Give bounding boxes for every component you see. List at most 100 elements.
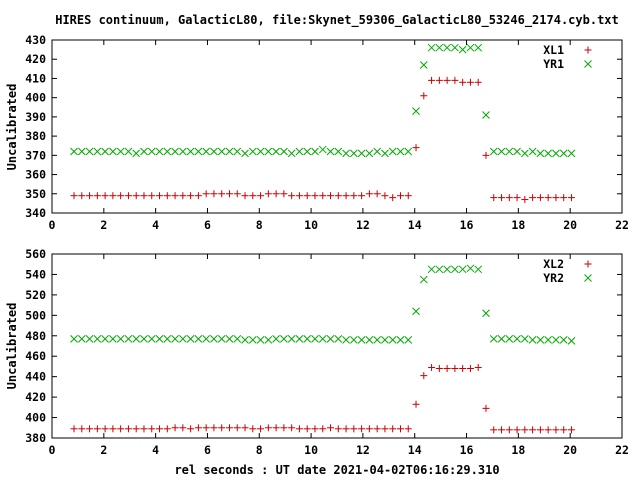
data-point bbox=[116, 147, 125, 156]
data-point bbox=[326, 334, 335, 343]
data-point bbox=[124, 425, 132, 433]
data-point bbox=[280, 190, 288, 198]
data-point bbox=[109, 334, 117, 343]
legend-label: YR1 bbox=[543, 57, 564, 71]
data-point bbox=[552, 426, 560, 434]
data-point bbox=[560, 194, 568, 202]
data-point bbox=[225, 334, 234, 343]
data-point bbox=[342, 336, 350, 344]
x-tick-label: 14 bbox=[408, 443, 422, 457]
data-point bbox=[466, 264, 475, 273]
data-point bbox=[116, 334, 125, 343]
data-point bbox=[155, 147, 164, 156]
data-point bbox=[497, 147, 506, 156]
y-tick-label: 480 bbox=[25, 329, 46, 343]
data-point bbox=[536, 426, 544, 434]
data-point bbox=[536, 149, 545, 158]
data-point bbox=[419, 61, 428, 69]
data-point bbox=[249, 192, 257, 200]
data-point bbox=[552, 149, 560, 158]
data-point bbox=[178, 334, 187, 343]
data-point bbox=[396, 192, 404, 200]
x-axis-label: rel seconds : UT date 2021-04-02T06:16:2… bbox=[174, 463, 499, 477]
y-tick-label: 460 bbox=[25, 349, 46, 363]
data-point bbox=[303, 425, 311, 433]
data-point bbox=[264, 190, 272, 198]
data-point bbox=[241, 336, 249, 344]
data-point bbox=[358, 425, 366, 433]
data-point bbox=[327, 192, 335, 200]
data-point bbox=[241, 149, 249, 158]
data-point bbox=[264, 336, 273, 344]
x-tick-label: 22 bbox=[615, 218, 629, 232]
y-tick-label: 500 bbox=[25, 308, 46, 322]
data-point bbox=[249, 425, 257, 433]
data-point bbox=[428, 363, 436, 371]
data-point bbox=[117, 425, 125, 433]
data-point bbox=[396, 336, 405, 344]
data-point bbox=[357, 336, 366, 344]
data-point bbox=[218, 424, 226, 432]
data-point bbox=[194, 424, 202, 432]
y-tick-label: 420 bbox=[25, 390, 46, 404]
data-point bbox=[443, 43, 451, 52]
data-point bbox=[520, 334, 529, 343]
y-tick-label: 440 bbox=[25, 370, 46, 384]
data-point bbox=[202, 147, 211, 156]
x-tick-label: 8 bbox=[256, 443, 263, 457]
data-point bbox=[334, 147, 343, 156]
data-point bbox=[288, 192, 296, 200]
data-point bbox=[70, 334, 78, 343]
data-point bbox=[178, 147, 187, 156]
data-point bbox=[428, 76, 436, 84]
data-point bbox=[210, 147, 218, 156]
data-point bbox=[319, 192, 327, 200]
data-point bbox=[381, 192, 389, 200]
data-point bbox=[443, 76, 451, 84]
data-point bbox=[256, 336, 265, 344]
data-point bbox=[567, 194, 575, 202]
data-point bbox=[381, 149, 389, 158]
data-point bbox=[373, 190, 381, 198]
y-tick-label: 400 bbox=[25, 411, 46, 425]
data-point bbox=[529, 194, 537, 202]
data-point bbox=[420, 92, 428, 100]
data-point bbox=[459, 364, 467, 372]
data-point bbox=[78, 425, 86, 433]
data-point bbox=[466, 43, 475, 52]
data-point bbox=[498, 194, 506, 202]
data-point bbox=[233, 424, 241, 432]
data-point bbox=[388, 147, 397, 156]
y-tick-label: 540 bbox=[25, 267, 46, 281]
data-point bbox=[520, 149, 529, 158]
data-point bbox=[194, 147, 203, 156]
data-point bbox=[427, 265, 436, 274]
data-point bbox=[318, 145, 327, 154]
data-point bbox=[163, 334, 172, 343]
data-point bbox=[559, 336, 568, 344]
data-point bbox=[365, 425, 373, 433]
series-yr1 bbox=[70, 43, 576, 158]
data-point bbox=[334, 192, 342, 200]
data-point bbox=[241, 192, 249, 200]
data-point bbox=[85, 334, 94, 343]
data-point bbox=[140, 425, 148, 433]
data-point bbox=[218, 190, 226, 198]
data-point bbox=[225, 147, 234, 156]
data-point bbox=[280, 147, 288, 156]
data-point bbox=[365, 336, 374, 344]
data-point bbox=[513, 426, 521, 434]
plot-frame bbox=[51, 39, 623, 214]
data-point bbox=[505, 426, 513, 434]
data-point bbox=[287, 149, 296, 158]
data-point bbox=[171, 147, 179, 156]
data-point bbox=[459, 78, 467, 86]
data-point bbox=[513, 194, 521, 202]
data-point bbox=[490, 426, 498, 434]
data-point bbox=[311, 192, 319, 200]
data-point bbox=[257, 192, 265, 200]
data-point bbox=[435, 76, 443, 84]
x-tick-label: 12 bbox=[356, 443, 370, 457]
data-point bbox=[404, 336, 413, 344]
data-point bbox=[381, 336, 389, 344]
